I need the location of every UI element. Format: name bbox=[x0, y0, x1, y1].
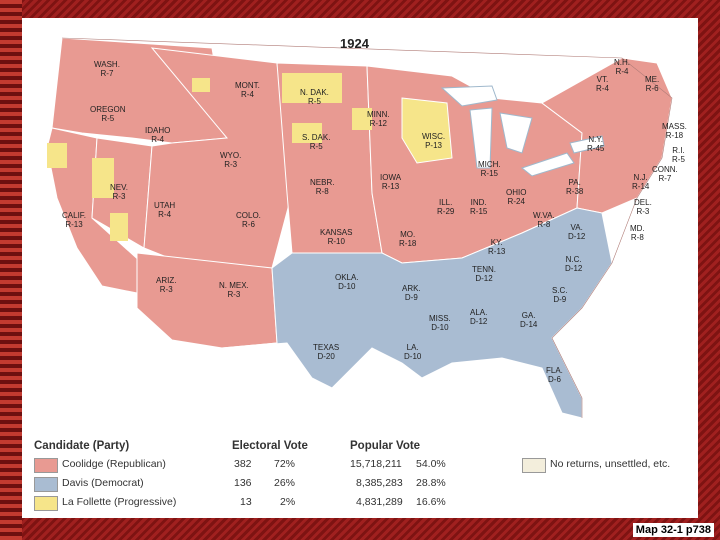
legend-other: No returns, unsettled, etc. bbox=[550, 458, 671, 470]
state-label: S. DAK. R-5 bbox=[302, 133, 331, 151]
state-label: ILL. R-29 bbox=[437, 198, 455, 216]
region-wisconsin bbox=[401, 97, 453, 164]
legend-ev: 382 bbox=[234, 458, 252, 470]
legend-row-democrat: Davis (Democrat) 136 26% 8,385,283 28.8% bbox=[34, 477, 494, 492]
great-lakes bbox=[440, 85, 605, 177]
progressive-patch bbox=[110, 213, 128, 241]
state-label: IND. R-15 bbox=[470, 198, 488, 216]
legend-header-popular: Popular Vote bbox=[350, 440, 421, 452]
state-label: MINN. R-12 bbox=[367, 110, 390, 128]
state-label: PA. R-38 bbox=[566, 178, 584, 196]
legend-ev-pct: 26% bbox=[274, 477, 296, 489]
state-label: KANSAS R-10 bbox=[320, 228, 353, 246]
state-label: N.C. D-12 bbox=[565, 255, 583, 273]
state-label: W.VA. R-8 bbox=[533, 211, 555, 229]
legend-ev: 136 bbox=[234, 477, 252, 489]
legend-ev-pct: 2% bbox=[280, 496, 296, 508]
region-southwest bbox=[136, 252, 278, 349]
legend-swatch bbox=[34, 496, 58, 511]
state-label: WISC. P-13 bbox=[422, 132, 446, 150]
legend-pv-pct: 28.8% bbox=[416, 477, 446, 489]
progressive-patch bbox=[282, 73, 342, 103]
state-label: N.J. R-14 bbox=[632, 173, 650, 191]
state-label: MICH. R-15 bbox=[478, 160, 501, 178]
progressive-patch bbox=[292, 123, 322, 143]
state-label: OKLA. D-10 bbox=[335, 273, 359, 291]
state-label: IDAHO R-4 bbox=[145, 126, 171, 144]
state-label: VA. D-12 bbox=[568, 223, 586, 241]
legend-swatch bbox=[34, 458, 58, 473]
state-label: WASH. R-7 bbox=[94, 60, 120, 78]
legend-row-progressive: La Follette (Progressive) 13 2% 4,831,28… bbox=[34, 496, 494, 511]
legend-swatch-other bbox=[522, 458, 546, 473]
state-label: N. DAK. R-5 bbox=[300, 88, 329, 106]
state-label: MD. R-8 bbox=[630, 224, 645, 242]
state-label: FLA. D-6 bbox=[546, 366, 563, 384]
state-label: NEV. R-3 bbox=[110, 183, 128, 201]
state-label: OHIO R-24 bbox=[506, 188, 527, 206]
legend-header-electoral: Electoral Vote bbox=[232, 440, 308, 452]
legend-pv-pct: 54.0% bbox=[416, 458, 446, 470]
state-label: TEXAS D-20 bbox=[313, 343, 340, 361]
state-label: ARK. D-9 bbox=[402, 284, 421, 302]
region-south bbox=[221, 207, 613, 419]
legend-pv-pct: 16.6% bbox=[416, 496, 446, 508]
state-label: MO. R-18 bbox=[399, 230, 417, 248]
state-label: CONN. R-7 bbox=[652, 165, 678, 183]
progressive-patch bbox=[192, 78, 210, 92]
legend-header-candidate: Candidate (Party) bbox=[34, 440, 130, 452]
legend-row-republican: Coolidge (Republican) 382 72% 15,718,211… bbox=[34, 458, 694, 473]
state-label: TENN. D-12 bbox=[472, 265, 496, 283]
state-label: ME. R-6 bbox=[645, 75, 660, 93]
state-label: LA. D-10 bbox=[404, 343, 422, 361]
state-label: ARIZ. R-3 bbox=[156, 276, 177, 294]
state-label: COLO. R-6 bbox=[236, 211, 261, 229]
legend-candidate: Coolidge (Republican) bbox=[62, 458, 166, 470]
state-label: OREGON R-5 bbox=[90, 105, 126, 123]
state-label: NEBR. R-8 bbox=[310, 178, 335, 196]
legend-swatch bbox=[34, 477, 58, 492]
state-label: N.Y. R-45 bbox=[587, 135, 605, 153]
progressive-patch bbox=[92, 158, 114, 198]
state-label: S.C. D-9 bbox=[552, 286, 568, 304]
state-label: VT. R-4 bbox=[596, 75, 609, 93]
state-label: DEL. R-3 bbox=[634, 198, 652, 216]
state-label: R.I. R-5 bbox=[672, 146, 685, 164]
state-label: MASS. R-18 bbox=[662, 122, 687, 140]
us-map bbox=[46, 37, 673, 419]
state-label: MONT. R-4 bbox=[235, 81, 260, 99]
legend-ev: 13 bbox=[240, 496, 252, 508]
legend-pv: 8,385,283 bbox=[356, 477, 403, 489]
state-label: WYO. R-3 bbox=[220, 151, 242, 169]
coastline bbox=[61, 37, 673, 418]
state-label: CALIF. R-13 bbox=[62, 211, 87, 229]
election-map-panel: 1924 WASH. R-7 OREGON R-5 CALIF. R-13 NEV. R… bbox=[22, 18, 698, 518]
legend-pv: 15,718,211 bbox=[350, 458, 402, 470]
map-title: 1924 bbox=[340, 36, 369, 51]
state-label: ALA. D-12 bbox=[470, 308, 488, 326]
state-label: GA. D-14 bbox=[520, 311, 538, 329]
state-label: UTAH R-4 bbox=[154, 201, 176, 219]
progressive-patch bbox=[47, 143, 67, 168]
decorative-border bbox=[0, 0, 22, 540]
legend-candidate: La Follette (Progressive) bbox=[62, 496, 177, 508]
state-label: N.H. R-4 bbox=[614, 58, 630, 76]
slide-caption: Map 32-1 p738 bbox=[632, 523, 714, 537]
state-label: IOWA R-13 bbox=[380, 173, 402, 191]
legend-candidate: Davis (Democrat) bbox=[62, 477, 144, 489]
legend-ev-pct: 72% bbox=[274, 458, 296, 470]
state-label: MISS. D-10 bbox=[429, 314, 451, 332]
state-label: N. MEX. R-3 bbox=[219, 281, 249, 299]
legend-pv: 4,831,289 bbox=[356, 496, 403, 508]
progressive-patch bbox=[352, 108, 372, 130]
state-label: KY. R-13 bbox=[488, 238, 506, 256]
